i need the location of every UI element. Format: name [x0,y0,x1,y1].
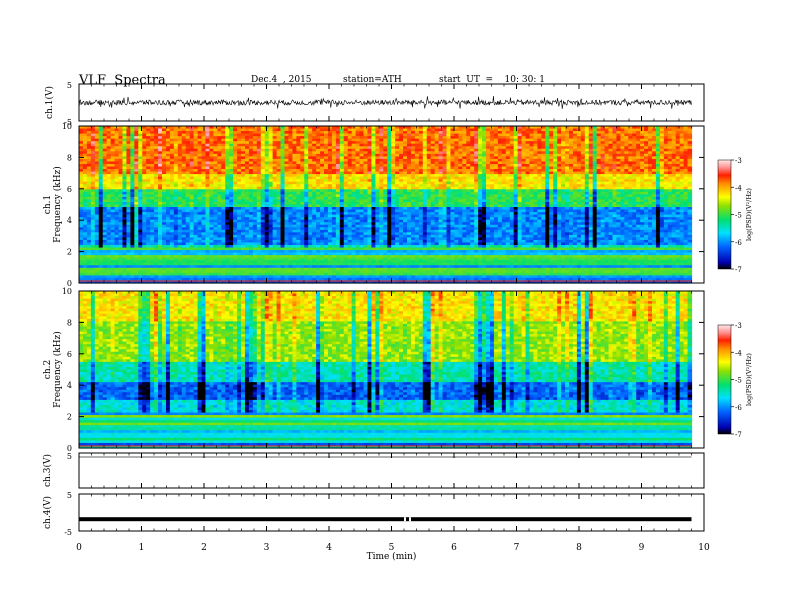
colorbar-tick-label: -5 [735,377,742,385]
ch1-ylabel: ch.1(V) [44,86,55,119]
colorbar-label: log(PSD)(V²/Hz) [745,353,753,406]
ch2-spectrogram-ylabel-line: ch.2 [43,360,53,379]
spectrogram-ytick-label: 2 [67,413,72,422]
ch1-colorbar [717,159,732,270]
colorbar-tick-label: -4 [735,184,742,192]
panel-frame-ch3-wave [78,452,705,489]
x-tick-label: 6 [451,543,457,553]
x-tick-label: 9 [639,543,645,553]
spectrogram-ytick-label: 0 [67,444,72,453]
ch2-colorbar [717,324,732,435]
x-tick-label: 10 [698,543,710,553]
ch3-ytick-label: 5 [67,452,72,461]
colorbar-tick-label: -3 [735,322,742,330]
spectrogram-ytick-label: 8 [67,318,72,327]
ch2-spectrogram-ylabel-line: Frequency (kHz) [52,331,63,408]
colorbar-tick-label: -3 [735,157,742,165]
x-tick-label: 0 [76,543,82,553]
spectrogram-ytick-label: 2 [67,248,72,257]
spectrogram-ch1-cells [79,126,693,284]
ch4-ylabel-line: ch.4(V) [42,496,53,529]
ch4-ytick-label: -5 [64,528,72,537]
panel-frame-ch4-wave [78,493,705,532]
ch4-ylabel: ch.4(V) [42,496,53,529]
ch4-waveform-band [79,517,692,522]
spectrogram-ytick-label: 6 [67,185,72,194]
spectrogram-ytick-label: 0 [67,279,72,288]
ch4-ytick-label: 5 [67,491,72,500]
ch1-ytick-label: 5 [67,81,72,90]
colorbar-tick-label: -7 [735,431,742,439]
spectrogram-ytick-label: 4 [67,381,72,390]
x-tick-label: 1 [139,543,145,553]
x-tick-label: 4 [326,543,332,553]
colorbar-tick-label: -4 [735,349,742,357]
x-tick-label: 2 [201,543,207,553]
x-tick-label: 3 [264,543,270,553]
ch1-ytick-label: -5 [64,118,72,127]
x-tick-label: 8 [576,543,582,553]
ch4-gap [409,517,411,522]
ch1-spectrogram-ylabel-line: ch.1 [43,195,53,214]
colorbar-label: log(PSD)(V²/Hz) [745,188,753,241]
ch2-spectrogram-ylabel: ch.2Frequency (kHz) [43,331,63,408]
ch1-waveform-line [78,95,692,110]
colorbar-tick-label: -5 [735,212,742,220]
ch3-ylabel: ch.3(V) [42,454,53,487]
ch1-spectrogram-ylabel-line: Frequency (kHz) [52,166,63,243]
ch4-gap [404,517,406,522]
date-label: Dec.4 , 2015 [251,75,312,85]
colorbar-tick-label: -6 [735,239,742,247]
x-tick-label: 7 [514,543,520,553]
spectrogram-ytick-label: 8 [67,153,72,162]
spectrogram-ch2-cells [79,291,693,449]
ch1-spectrogram-ylabel: ch.1Frequency (kHz) [43,166,63,243]
spectrogram-ytick-label: 4 [67,216,72,225]
ch3-ylabel-line: ch.3(V) [42,454,53,487]
spectrogram-ytick-label: 6 [67,350,72,359]
colorbar-tick-label: -7 [735,266,742,274]
spectrogram-ytick-label: 10 [62,122,72,131]
x-tick-label: 5 [389,543,395,553]
spectrogram-ytick-label: 10 [62,287,72,296]
station-label: station=ATH [343,75,402,85]
start-time-label: start UT = 10: 30: 1 [439,75,545,85]
x-axis-label: Time (min) [367,551,417,562]
colorbar-tick-label: -6 [735,404,742,412]
ch1-ylabel-line: ch.1(V) [44,86,55,119]
